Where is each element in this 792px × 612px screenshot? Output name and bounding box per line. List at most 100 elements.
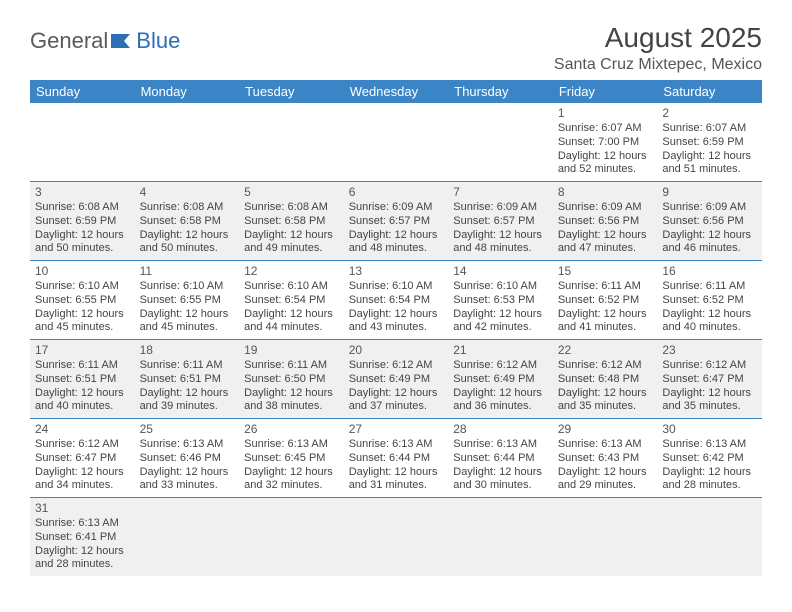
day-number: 29	[558, 422, 653, 437]
day-number: 4	[140, 185, 235, 200]
calendar-cell: 29Sunrise: 6:13 AMSunset: 6:43 PMDayligh…	[553, 419, 658, 498]
sunrise-line: Sunrise: 6:11 AM	[558, 280, 653, 294]
sunrise-line: Sunrise: 6:07 AM	[662, 122, 757, 136]
sunset-line: Sunset: 6:51 PM	[35, 373, 130, 387]
sunset-line: Sunset: 6:59 PM	[662, 136, 757, 150]
sunrise-line: Sunrise: 6:13 AM	[662, 438, 757, 452]
daylight-line: Daylight: 12 hours and 35 minutes.	[662, 387, 757, 415]
day-header: Wednesday	[344, 80, 449, 103]
sunrise-line: Sunrise: 6:09 AM	[558, 201, 653, 215]
logo-text-1: General	[30, 28, 108, 54]
calendar-cell: 21Sunrise: 6:12 AMSunset: 6:49 PMDayligh…	[448, 340, 553, 419]
day-number: 20	[349, 343, 444, 358]
calendar-cell: 3Sunrise: 6:08 AMSunset: 6:59 PMDaylight…	[30, 182, 135, 261]
sunset-line: Sunset: 6:47 PM	[35, 452, 130, 466]
sunset-line: Sunset: 6:57 PM	[349, 215, 444, 229]
sunrise-line: Sunrise: 6:11 AM	[662, 280, 757, 294]
calendar-cell: 6Sunrise: 6:09 AMSunset: 6:57 PMDaylight…	[344, 182, 449, 261]
day-number: 27	[349, 422, 444, 437]
calendar-cell: 16Sunrise: 6:11 AMSunset: 6:52 PMDayligh…	[657, 261, 762, 340]
sunset-line: Sunset: 6:51 PM	[140, 373, 235, 387]
day-number: 26	[244, 422, 339, 437]
calendar-cell: 17Sunrise: 6:11 AMSunset: 6:51 PMDayligh…	[30, 340, 135, 419]
title-block: August 2025 Santa Cruz Mixtepec, Mexico	[554, 22, 762, 74]
daylight-line: Daylight: 12 hours and 38 minutes.	[244, 387, 339, 415]
header: General Blue August 2025 Santa Cruz Mixt…	[30, 22, 762, 74]
logo-flag-icon	[110, 32, 134, 50]
sunrise-line: Sunrise: 6:13 AM	[140, 438, 235, 452]
daylight-line: Daylight: 12 hours and 45 minutes.	[35, 308, 130, 336]
sunset-line: Sunset: 6:52 PM	[558, 294, 653, 308]
sunset-line: Sunset: 6:55 PM	[35, 294, 130, 308]
calendar-cell: 28Sunrise: 6:13 AMSunset: 6:44 PMDayligh…	[448, 419, 553, 498]
sunrise-line: Sunrise: 6:13 AM	[453, 438, 548, 452]
day-number: 25	[140, 422, 235, 437]
calendar-cell	[135, 498, 240, 577]
sunset-line: Sunset: 6:52 PM	[662, 294, 757, 308]
calendar-cell	[135, 103, 240, 182]
sunset-line: Sunset: 6:46 PM	[140, 452, 235, 466]
sunrise-line: Sunrise: 6:13 AM	[35, 517, 130, 531]
day-number: 14	[453, 264, 548, 279]
day-number: 8	[558, 185, 653, 200]
day-number: 28	[453, 422, 548, 437]
day-header: Monday	[135, 80, 240, 103]
sunset-line: Sunset: 6:41 PM	[35, 531, 130, 545]
day-number: 18	[140, 343, 235, 358]
month-title: August 2025	[554, 22, 762, 54]
daylight-line: Daylight: 12 hours and 50 minutes.	[35, 229, 130, 257]
sunrise-line: Sunrise: 6:08 AM	[140, 201, 235, 215]
calendar-cell: 7Sunrise: 6:09 AMSunset: 6:57 PMDaylight…	[448, 182, 553, 261]
logo-text-2: Blue	[136, 28, 180, 54]
day-number: 13	[349, 264, 444, 279]
daylight-line: Daylight: 12 hours and 34 minutes.	[35, 466, 130, 494]
sunset-line: Sunset: 6:54 PM	[349, 294, 444, 308]
day-number: 9	[662, 185, 757, 200]
sunset-line: Sunset: 6:56 PM	[558, 215, 653, 229]
sunset-line: Sunset: 6:42 PM	[662, 452, 757, 466]
daylight-line: Daylight: 12 hours and 28 minutes.	[35, 545, 130, 573]
calendar-cell: 19Sunrise: 6:11 AMSunset: 6:50 PMDayligh…	[239, 340, 344, 419]
sunrise-line: Sunrise: 6:12 AM	[558, 359, 653, 373]
sunset-line: Sunset: 7:00 PM	[558, 136, 653, 150]
sunrise-line: Sunrise: 6:08 AM	[35, 201, 130, 215]
daylight-line: Daylight: 12 hours and 45 minutes.	[140, 308, 235, 336]
calendar-week-row: 17Sunrise: 6:11 AMSunset: 6:51 PMDayligh…	[30, 340, 762, 419]
calendar-cell: 12Sunrise: 6:10 AMSunset: 6:54 PMDayligh…	[239, 261, 344, 340]
day-number: 15	[558, 264, 653, 279]
sunrise-line: Sunrise: 6:09 AM	[349, 201, 444, 215]
daylight-line: Daylight: 12 hours and 40 minutes.	[662, 308, 757, 336]
calendar-cell: 2Sunrise: 6:07 AMSunset: 6:59 PMDaylight…	[657, 103, 762, 182]
sunset-line: Sunset: 6:49 PM	[349, 373, 444, 387]
calendar-cell	[448, 103, 553, 182]
location: Santa Cruz Mixtepec, Mexico	[554, 56, 762, 74]
daylight-line: Daylight: 12 hours and 33 minutes.	[140, 466, 235, 494]
sunrise-line: Sunrise: 6:10 AM	[453, 280, 548, 294]
daylight-line: Daylight: 12 hours and 48 minutes.	[349, 229, 444, 257]
sunrise-line: Sunrise: 6:13 AM	[244, 438, 339, 452]
day-number: 11	[140, 264, 235, 279]
day-header: Sunday	[30, 80, 135, 103]
day-number: 17	[35, 343, 130, 358]
logo: General Blue	[30, 28, 180, 54]
calendar-week-row: 24Sunrise: 6:12 AMSunset: 6:47 PMDayligh…	[30, 419, 762, 498]
calendar-cell: 14Sunrise: 6:10 AMSunset: 6:53 PMDayligh…	[448, 261, 553, 340]
sunset-line: Sunset: 6:53 PM	[453, 294, 548, 308]
daylight-line: Daylight: 12 hours and 37 minutes.	[349, 387, 444, 415]
daylight-line: Daylight: 12 hours and 31 minutes.	[349, 466, 444, 494]
calendar-cell: 9Sunrise: 6:09 AMSunset: 6:56 PMDaylight…	[657, 182, 762, 261]
day-number: 21	[453, 343, 548, 358]
day-number: 19	[244, 343, 339, 358]
sunset-line: Sunset: 6:58 PM	[140, 215, 235, 229]
day-header: Saturday	[657, 80, 762, 103]
calendar-cell	[344, 498, 449, 577]
calendar-cell: 18Sunrise: 6:11 AMSunset: 6:51 PMDayligh…	[135, 340, 240, 419]
day-number: 24	[35, 422, 130, 437]
sunrise-line: Sunrise: 6:10 AM	[244, 280, 339, 294]
calendar-cell: 24Sunrise: 6:12 AMSunset: 6:47 PMDayligh…	[30, 419, 135, 498]
sunset-line: Sunset: 6:45 PM	[244, 452, 339, 466]
sunrise-line: Sunrise: 6:13 AM	[558, 438, 653, 452]
day-number: 3	[35, 185, 130, 200]
calendar-week-row: 10Sunrise: 6:10 AMSunset: 6:55 PMDayligh…	[30, 261, 762, 340]
sunrise-line: Sunrise: 6:10 AM	[349, 280, 444, 294]
